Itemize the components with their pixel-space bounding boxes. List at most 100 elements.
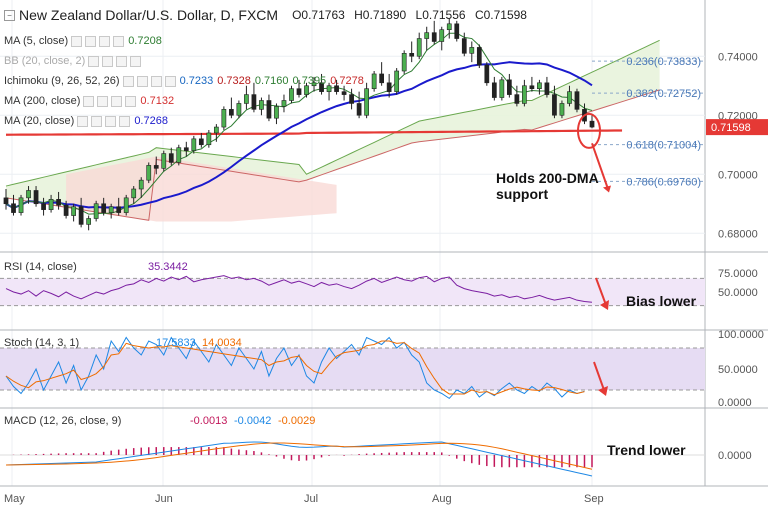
candle	[56, 199, 61, 206]
candle	[101, 203, 107, 213]
ohlc-values: O0.71763 H0.71890 L0.71556 C0.71598	[286, 8, 527, 22]
macd-line	[5, 441, 593, 477]
candle	[319, 82, 324, 92]
close-icon[interactable]	[119, 115, 131, 127]
rsi-value: 35.3442	[148, 261, 188, 273]
candle	[131, 188, 137, 199]
rsi-line	[5, 275, 593, 303]
candle	[311, 82, 317, 87]
candle	[559, 103, 565, 116]
indicator-label: Ichimoku (9, 26, 52, 26)	[4, 75, 120, 87]
candle	[48, 199, 54, 210]
close-icon[interactable]	[125, 95, 137, 107]
open-value: O0.71763	[292, 8, 345, 22]
candle	[168, 153, 174, 163]
candle	[334, 85, 339, 92]
rsi-band	[0, 278, 705, 306]
plus-icon[interactable]	[99, 35, 111, 47]
macd-tick-label: 0.0000	[718, 450, 752, 462]
settings-icon[interactable]	[91, 115, 103, 127]
candle	[461, 38, 467, 54]
candle	[567, 91, 572, 104]
eye-icon[interactable]	[71, 35, 83, 47]
chart-header: − New Zealand Dollar/U.S. Dollar, D, FXC…	[4, 7, 527, 23]
eye-icon[interactable]	[88, 55, 100, 67]
fib-level-label: 0.786(0.69760)	[626, 176, 701, 188]
fib-level-label: 0.382(0.72752)	[626, 88, 701, 100]
candle	[33, 190, 39, 205]
stoch-tick-label: 0.0000	[718, 397, 752, 409]
candle	[146, 165, 152, 181]
fib-level-label: 0.236(0.73833)	[626, 56, 701, 68]
close-value: C0.71598	[474, 8, 527, 22]
candle	[386, 82, 392, 92]
stoch-tick-label: 50.0000	[718, 364, 758, 376]
settings-icon[interactable]	[85, 35, 97, 47]
close-icon[interactable]	[164, 75, 176, 87]
senkou-span-b	[5, 89, 660, 221]
settings-icon[interactable]	[97, 95, 109, 107]
candle	[476, 47, 482, 66]
close-icon[interactable]	[113, 35, 125, 47]
eye-icon[interactable]	[122, 75, 134, 87]
candle	[26, 190, 31, 199]
candle	[206, 132, 212, 146]
candle	[499, 79, 505, 98]
candle	[281, 100, 287, 107]
indicator-label: MA (200, close)	[4, 95, 81, 107]
candle	[409, 52, 415, 57]
indicator-row[interactable]: MA (5, close) 0.7208	[4, 33, 162, 49]
candle	[431, 32, 437, 42]
close-icon[interactable]	[130, 55, 142, 67]
stoch-d-value: 14.0034	[202, 337, 242, 349]
collapse-icon[interactable]: −	[4, 9, 15, 21]
indicator-row[interactable]: Ichimoku (9, 26, 52, 26) 0.7233 0.7328 0.71…	[4, 73, 364, 89]
candle	[289, 88, 294, 101]
candle	[529, 85, 535, 89]
current-price-badge	[706, 119, 768, 136]
candle	[394, 70, 400, 92]
candle	[18, 197, 24, 213]
indicator-value: 0.7328	[217, 75, 251, 87]
candle	[326, 85, 332, 92]
stoch-band	[0, 348, 705, 390]
price-tick-label: 0.70000	[718, 169, 758, 181]
candle	[116, 206, 122, 213]
candle	[41, 203, 46, 210]
settings-icon[interactable]	[102, 55, 114, 67]
settings-icon[interactable]	[136, 75, 148, 87]
plus-icon[interactable]	[116, 55, 128, 67]
rsi-tick-label: 50.0000	[718, 287, 758, 299]
candle	[78, 206, 84, 225]
eye-icon[interactable]	[83, 95, 95, 107]
eye-icon[interactable]	[77, 115, 89, 127]
candle	[589, 120, 595, 128]
candle	[213, 126, 219, 134]
plus-icon[interactable]	[150, 75, 162, 87]
plus-icon[interactable]	[105, 115, 117, 127]
candle	[356, 103, 362, 116]
candle	[446, 23, 452, 30]
candle	[522, 85, 527, 104]
indicator-row[interactable]: BB (20, close, 2)	[4, 53, 142, 69]
candle	[183, 147, 189, 151]
candle	[469, 47, 475, 54]
stoch-down-arrow-line	[593, 361, 605, 391]
high-value: H0.71890	[354, 8, 407, 22]
indicator-row[interactable]: MA (200, close) 0.7132	[4, 93, 174, 109]
candle	[304, 85, 309, 95]
indicator-row[interactable]: MA (20, close) 0.7268	[4, 113, 168, 129]
candle	[416, 38, 422, 57]
plus-icon[interactable]	[111, 95, 123, 107]
price-tick-label: 0.74000	[718, 51, 758, 63]
indicator-value: 0.7233	[179, 75, 214, 87]
macd-signal-line	[5, 442, 593, 470]
candle	[244, 94, 249, 104]
candle	[153, 165, 159, 169]
annotation-rsi: Bias lower	[626, 293, 697, 309]
candle	[191, 138, 197, 151]
candle	[123, 197, 129, 213]
candle	[484, 64, 490, 84]
